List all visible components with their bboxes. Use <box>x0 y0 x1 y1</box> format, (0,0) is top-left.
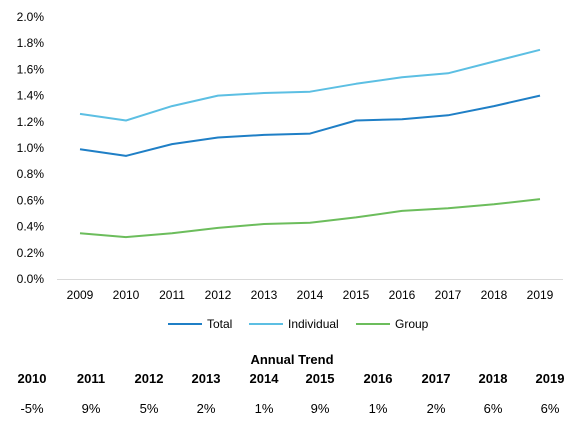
trend-year: 2015 <box>305 371 335 386</box>
trend-value: -5% <box>20 401 44 416</box>
series-line-group <box>79 198 541 239</box>
trend-value: 2% <box>196 401 216 416</box>
line-chart: 0.0% 0.2% 0.4% 0.6% 0.8% 1.0% 1.2% 1.4% 1.6% 1.8%… <box>17 10 563 302</box>
x-tick-label: 2014 <box>297 288 324 302</box>
trend-year: 2012 <box>134 371 164 386</box>
trend-value: 9% <box>310 401 330 416</box>
y-axis-ticks: 0.0% 0.2% 0.4% 0.6% 0.8% 1.0% 1.2% 1.4% 1.6% 1.8%… <box>17 10 45 286</box>
series-lines <box>79 48 541 239</box>
chart-legend: Total Individual Group <box>0 314 584 334</box>
y-tick-label: 0.2% <box>17 246 45 260</box>
trend-year: 2016 <box>363 371 393 386</box>
y-tick-label: 1.8% <box>17 36 45 50</box>
x-tick-label: 2013 <box>251 288 278 302</box>
annual-trend-values-row: -5% 9% 5% 2% 1% 9% 1% 2% 6% 6% <box>0 401 584 417</box>
series-line-total <box>79 94 541 157</box>
x-axis-ticks: 2009 2010 2011 2012 2013 2014 2015 2016 2017 2018… <box>67 288 554 302</box>
trend-value: 1% <box>368 401 388 416</box>
annual-trend-title: Annual Trend <box>250 352 334 367</box>
trend-value: 1% <box>254 401 274 416</box>
x-tick-label: 2012 <box>205 288 232 302</box>
x-tick-label: 2018 <box>481 288 508 302</box>
legend-item-individual: Individual <box>249 314 339 334</box>
y-tick-label: 1.6% <box>17 62 45 76</box>
trend-year: 2013 <box>191 371 221 386</box>
y-tick-label: 1.0% <box>17 141 45 155</box>
y-tick-label: 1.4% <box>17 89 45 103</box>
y-tick-label: 2.0% <box>17 10 45 24</box>
trend-year: 2010 <box>17 371 47 386</box>
trend-year: 2017 <box>421 371 451 386</box>
legend-item-group: Group <box>356 314 428 334</box>
trend-value: 6% <box>540 401 560 416</box>
x-tick-label: 2017 <box>435 288 462 302</box>
trend-year: 2019 <box>535 371 565 386</box>
x-tick-label: 2011 <box>159 288 185 302</box>
legend-swatch-total <box>168 323 202 325</box>
x-tick-label: 2015 <box>343 288 370 302</box>
x-tick-label: 2016 <box>389 288 416 302</box>
y-tick-label: 0.8% <box>17 167 45 181</box>
trend-value: 6% <box>483 401 503 416</box>
trend-year: 2018 <box>478 371 508 386</box>
legend-swatch-group <box>356 323 390 325</box>
y-tick-label: 1.2% <box>17 115 45 129</box>
legend-item-total: Total <box>168 314 232 334</box>
x-tick-label: 2019 <box>527 288 554 302</box>
trend-year: 2011 <box>76 371 106 386</box>
x-tick-label: 2010 <box>113 288 140 302</box>
series-line-individual <box>79 48 541 122</box>
trend-year: 2014 <box>249 371 279 386</box>
x-tick-label: 2009 <box>67 288 94 302</box>
legend-label-total: Total <box>207 317 233 331</box>
legend-label-individual: Individual <box>288 317 339 331</box>
trend-value: 5% <box>139 401 159 416</box>
trend-value: 2% <box>426 401 446 416</box>
y-tick-label: 0.4% <box>17 220 45 234</box>
y-tick-label: 0.0% <box>17 272 45 286</box>
trend-value: 9% <box>81 401 101 416</box>
annual-trend-years-row: 2010 2011 2012 2013 2014 2015 2016 2017 … <box>0 371 584 387</box>
legend-label-group: Group <box>395 317 429 331</box>
legend-swatch-individual <box>249 323 283 325</box>
y-tick-label: 0.6% <box>17 193 45 207</box>
